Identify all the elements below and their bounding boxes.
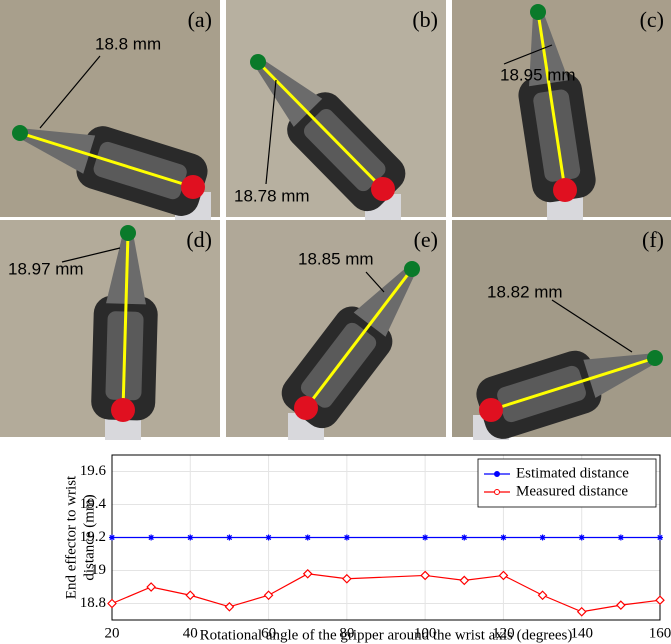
data-point [226,535,232,541]
x-tick-label: 20 [105,625,120,641]
data-point [461,535,467,541]
panel-letter: (e) [414,227,438,252]
photo-panel: 18.97 mm (d) [0,220,220,445]
wrist-marker [479,398,503,422]
photo-panel: 18.8 mm (a) [0,0,220,222]
figure: 18.8 mm (a) 18.78 mm (b) 18.95 mm (c) 18.97 mm… [0,0,671,644]
end-effector-marker [647,350,663,366]
photo-panel: 18.95 mm (c) [452,0,671,225]
data-point [618,535,624,541]
x-tick-label: 160 [649,625,671,641]
photo-panel: 18.85 mm (e) [226,220,446,443]
data-point [148,535,154,541]
y-tick-label: 19.6 [80,463,107,479]
data-point [109,535,115,541]
data-point [540,535,546,541]
panel-letter: (a) [188,7,212,32]
data-point [266,535,272,541]
legend-marker [495,490,500,495]
data-point [344,535,350,541]
legend-label: Measured distance [516,483,628,499]
data-point [500,535,506,541]
photo-panel: 18.82 mm (f) [452,220,671,445]
wrist-marker [294,396,318,420]
y-tick-label: 18.8 [80,595,106,611]
wrist-marker [553,178,577,202]
panel-letter: (f) [642,227,664,252]
measurement-label: 18.78 mm [234,186,310,205]
measurement-label: 18.85 mm [298,249,374,268]
data-point [422,535,428,541]
end-effector-marker [250,54,266,70]
x-tick-label: 140 [570,625,593,641]
wrist-marker [111,398,135,422]
legend-marker [495,472,500,477]
measurement-label: 18.97 mm [8,259,84,278]
x-tick-label: 40 [183,625,198,641]
end-effector-marker [404,261,420,277]
panel-letter: (d) [186,227,212,252]
page: {"panels": [ {"letter": "(a)", "measurem… [0,0,671,644]
end-effector-marker [530,4,546,20]
measurement-label: 18.95 mm [500,65,576,84]
data-point [187,535,193,541]
x-axis-label: Rotational angle of the gripper around t… [200,627,573,643]
wrist-marker [181,175,205,199]
y-axis-label: End effector to wrist [63,475,79,599]
measurement-label: 18.82 mm [487,282,563,301]
legend-label: Estimated distance [516,465,629,481]
end-effector-marker [120,225,136,241]
data-point [305,535,311,541]
end-effector-marker [12,125,28,141]
data-point [579,535,585,541]
wrist-marker [371,177,395,201]
panel-letter: (b) [412,7,438,32]
panel-letter: (c) [640,7,664,32]
data-point [657,535,663,541]
measurement-label: 18.8 mm [95,34,161,53]
photo-panel: 18.78 mm (b) [226,0,446,224]
y-axis-label: distance (mm) [81,494,97,580]
